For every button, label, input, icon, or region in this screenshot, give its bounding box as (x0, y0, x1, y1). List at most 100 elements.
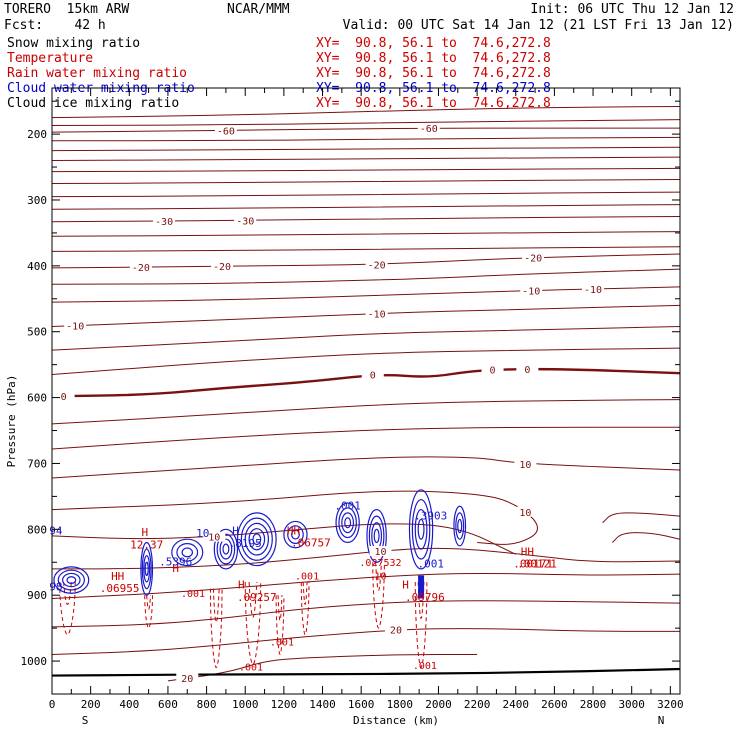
legend-xy: XY= 90.8, 56.1 to 74.6,272.8 (316, 51, 551, 66)
cloud-water-core (418, 575, 425, 599)
rain-contour (63, 581, 72, 605)
cloud-water-contour (366, 508, 387, 563)
rain-max-label: .09257 (237, 591, 277, 604)
rain-max-label: .00121 (517, 558, 557, 571)
rain-max-label: H (402, 579, 409, 592)
cloud-water-contour (62, 572, 81, 588)
temperature-contours (52, 105, 680, 682)
contour-labels: -60 -60 -30 -30 -20 -20 -20 -20 -10 -10 -10 -10 0 0 0 0… (49, 123, 605, 685)
legend-label: Cloud ice mixing ratio (7, 96, 180, 111)
isotherm-line (52, 367, 680, 398)
y-tick-label: 1000 (21, 655, 48, 668)
cloud-water-contour (141, 548, 152, 590)
cloud-water-contour (457, 518, 463, 534)
isotherm-label: -10 (584, 285, 602, 296)
isotherm-label: 0 (490, 366, 496, 377)
rain-mixing-ratio-contours (59, 562, 428, 669)
cloud-water-contour (373, 528, 380, 544)
isotherm-line (52, 231, 680, 237)
isotherm-label-bg (365, 259, 388, 270)
plot-axes: 0 200 400 600 800 1000 1200 1400 1600 1800 2000 220… (5, 87, 684, 727)
cloud-water-label: .5396 (159, 556, 192, 569)
legend-label: Snow mixing ratio (7, 36, 141, 51)
rain-contour (212, 588, 220, 623)
center-title: NCAR/MMM (227, 2, 290, 17)
isotherm-label-bg (417, 123, 440, 134)
endpoint-north: N (658, 714, 665, 727)
x-tick-label: 200 (81, 698, 101, 711)
x-axis-title: Distance (km) (353, 714, 439, 727)
cloud-water-contour (57, 569, 85, 591)
cloud-water-contour (287, 525, 304, 544)
cloud-water-label: H (232, 525, 239, 538)
isotherm-label-bg (361, 369, 384, 380)
rain-contour-label: .027532 (359, 558, 401, 569)
rain-contour (414, 582, 428, 669)
isotherm-label-bg (365, 308, 388, 319)
legend-label: Temperature (7, 51, 94, 66)
rain-max-label: .00171 (513, 558, 553, 571)
cloud-water-contour (453, 505, 467, 547)
cloud-water-contour (252, 533, 262, 546)
isotherm-line (52, 268, 680, 285)
isotherm-label-bg (203, 531, 226, 542)
rain-contour (248, 581, 258, 618)
y-tick-label: 700 (27, 457, 47, 470)
y-tick-label: 600 (27, 392, 47, 405)
isotherm-label: -10 (66, 322, 84, 333)
isotherm-label: -20 (368, 261, 386, 272)
isotherm-line (52, 119, 680, 127)
cloud-water-contour (143, 555, 151, 583)
rain-max-label: .06955 (100, 582, 140, 595)
rain-contour (209, 588, 223, 669)
rain-contour (244, 582, 262, 665)
cloud-water-contour (408, 489, 434, 570)
x-tick-label: 1400 (309, 698, 336, 711)
isotherm-label: 20 (181, 674, 193, 685)
y-tick-label: 900 (27, 589, 47, 602)
cloud-water-contour (371, 522, 383, 550)
isotherm-label: -20 (524, 254, 542, 265)
isotherm-label-bg (514, 458, 537, 469)
x-tick-label: 1000 (232, 698, 259, 711)
cloud-water-contour (240, 517, 273, 561)
isotherm-line (52, 127, 680, 133)
cloud-water-contour (335, 502, 360, 544)
cloud-water-label: .001 (417, 558, 444, 571)
x-tick-label: 400 (119, 698, 139, 711)
isotherm-line (52, 156, 680, 161)
cloud-water-contour (244, 522, 270, 556)
isotherm-label: 10 (208, 533, 220, 544)
cloud-water-label: .001 (334, 500, 361, 513)
isotherm-label-bg (481, 364, 504, 375)
rain-contour (375, 562, 382, 591)
isotherm-label-bg (520, 285, 543, 296)
rain-contour-label: .001 (181, 589, 205, 600)
cloud-water-contour (216, 533, 236, 565)
rain-max-label: HH (111, 570, 124, 583)
rain-contour-label: .001 (413, 661, 437, 672)
cloud-water-contour (171, 538, 204, 567)
cloud-water-contour (341, 512, 355, 534)
x-tick-label: 2600 (541, 698, 568, 711)
isotherm-label: 10 (519, 460, 531, 471)
isotherm-label: -20 (132, 263, 150, 274)
cloud-water-contour (144, 561, 149, 577)
isotherm-label: 0 (524, 365, 530, 376)
cloud-water-contour (176, 542, 199, 562)
x-tick-label: 1200 (271, 698, 298, 711)
cloud-water-contour (219, 538, 233, 560)
x-tick-label: 2400 (503, 698, 530, 711)
cloud-water-contour (283, 520, 308, 549)
rain-max-label: HH (287, 525, 300, 538)
isotherm-label-bg (211, 261, 234, 272)
isotherm-line (52, 456, 680, 479)
rain-contour (144, 595, 153, 629)
isotherm-label-bg (52, 391, 75, 402)
isotherm-label: 10 (374, 547, 386, 558)
valid-time: Valid: 00 UTC Sat 14 Jan 12 (21 LST Fri … (342, 18, 734, 33)
cloud-water-contour (222, 543, 230, 555)
isotherm-label-bg (514, 506, 537, 517)
cloud-water-contour (140, 541, 154, 596)
isotherm-line (52, 253, 680, 269)
